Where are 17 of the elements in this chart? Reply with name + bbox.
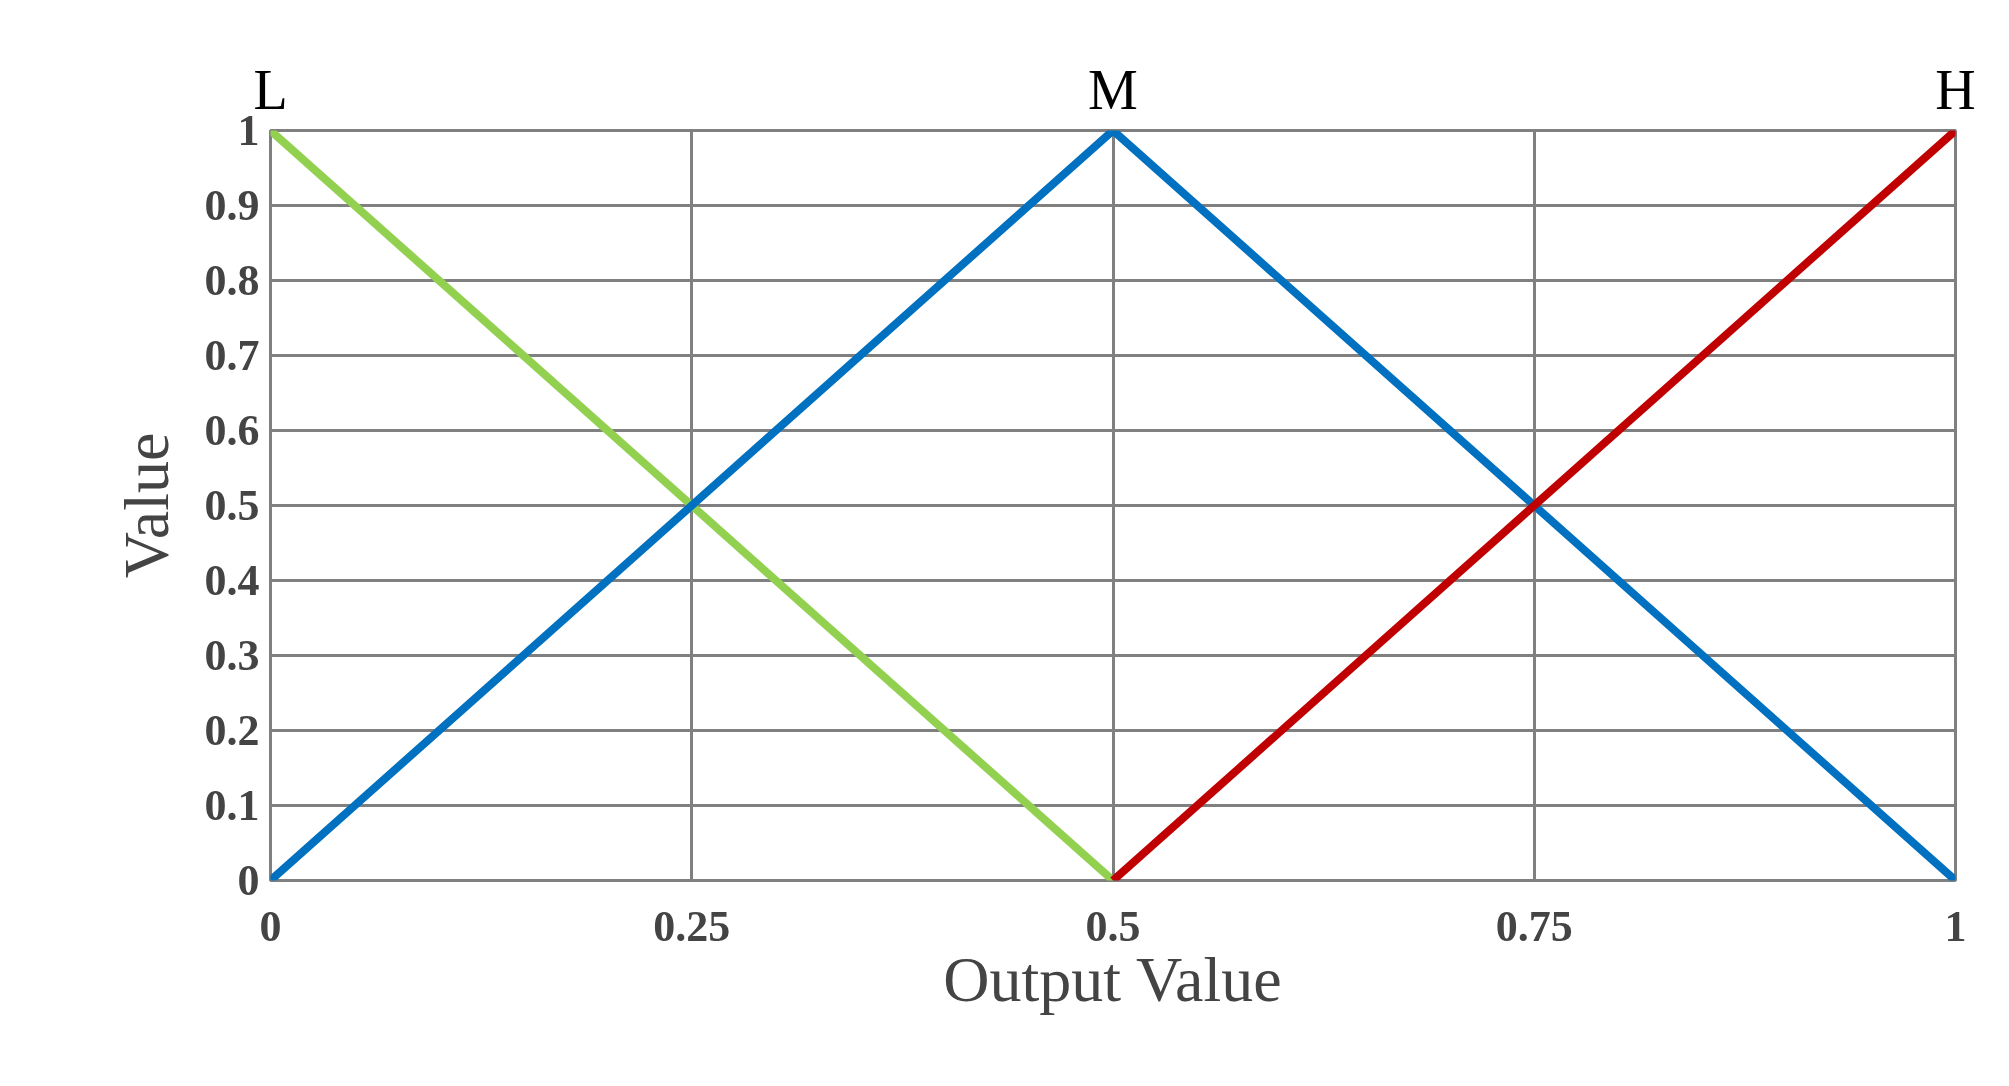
y-tick-label: 0 <box>237 856 260 905</box>
y-tick-label: 0.9 <box>204 181 260 230</box>
x-tick-label: 0.75 <box>1495 901 1573 951</box>
y-tick-label: 0.7 <box>204 331 260 380</box>
y-tick-label: 0.3 <box>204 631 260 680</box>
x-tick-label: 1 <box>1944 901 1967 951</box>
y-tick-label: 0.8 <box>204 256 260 305</box>
x-tick-label: 0.25 <box>653 901 731 951</box>
series-label: M <box>1088 58 1138 121</box>
y-tick-label: 0.1 <box>204 781 260 830</box>
series-label: H <box>1935 58 1976 121</box>
series-label: L <box>253 58 288 121</box>
y-tick-label: 0.6 <box>204 406 260 455</box>
y-tick-label: 0.2 <box>204 706 260 755</box>
y-tick-label: 0.5 <box>204 481 260 530</box>
y-axis-title: Value <box>110 432 182 579</box>
y-tick-label: 0.4 <box>204 556 260 605</box>
